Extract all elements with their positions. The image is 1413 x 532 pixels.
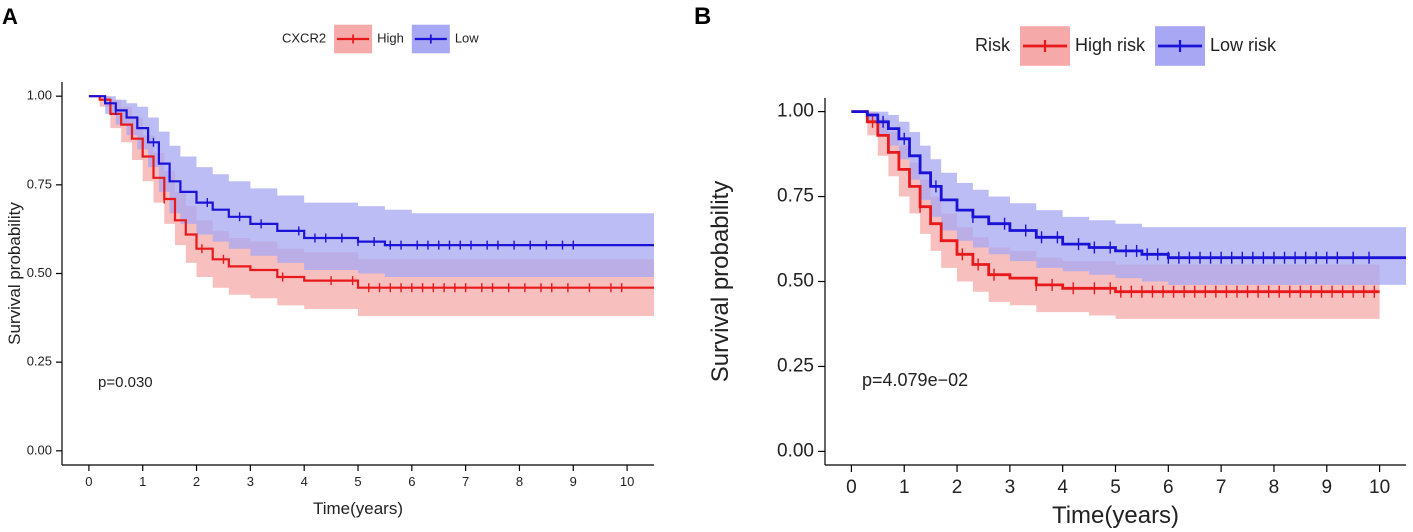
y-tick-label: 0.50 <box>777 271 814 292</box>
x-tick-label: 2 <box>952 477 963 498</box>
legend-label-low: Low risk <box>1210 35 1277 55</box>
x-tick-label: 7 <box>462 474 469 489</box>
survival-curve-low <box>851 110 1406 260</box>
x-tick-label: 3 <box>247 474 254 489</box>
x-axis-title: Time(years) <box>1052 502 1179 529</box>
y-tick-label: 1.00 <box>777 101 814 122</box>
survival-chart-b: B Risk High risk Low risk 0 1 2 3 4 5 6 7 8 9 10 0.00 0.… <box>694 3 1406 529</box>
chart-panel-a: A CXCR2 High Low 0 1 2 3 4 5 6 7 8 9 10 0.00 0.25 0.50 0.7… <box>0 0 690 532</box>
legend-label-high: High risk <box>1075 35 1146 55</box>
x-tick-label: 8 <box>1269 477 1280 498</box>
x-tick-label: 8 <box>516 474 523 489</box>
legend: Risk High risk Low risk <box>975 26 1277 66</box>
x-tick-label: 9 <box>570 474 577 489</box>
chart-panel-b: B Risk High risk Low risk 0 1 2 3 4 5 6 7 8 9 10 0.00 0.… <box>690 0 1413 532</box>
ci-band-low <box>88 96 654 277</box>
y-tick-label: 0.00 <box>27 442 52 457</box>
survival-chart-a: A CXCR2 High Low 0 1 2 3 4 5 6 7 8 9 10 0.00 0.25 0.50 0.7… <box>2 4 654 518</box>
x-tick-label: 6 <box>408 474 415 489</box>
panel-label: A <box>2 4 18 29</box>
x-tick-label: 5 <box>1110 477 1121 498</box>
y-tick-label: 0.50 <box>27 265 52 280</box>
legend-label-low: Low <box>455 30 479 45</box>
x-tick-label: 0 <box>846 477 857 498</box>
p-value-annotation: p=4.079e−02 <box>862 370 968 390</box>
x-axis-title: Time(years) <box>313 499 403 518</box>
survival-curve-high <box>88 95 654 289</box>
x-tick-label: 4 <box>1057 477 1068 498</box>
y-tick-label: 0.25 <box>27 354 52 369</box>
y-axis-title: Survival probability <box>5 202 24 345</box>
x-tick-label: 1 <box>139 474 146 489</box>
x-tick-label: 5 <box>354 474 361 489</box>
ci-band-low <box>851 111 1406 285</box>
x-tick-label: 1 <box>899 477 910 498</box>
p-value-annotation: p=0.030 <box>98 374 153 391</box>
legend-label-high: High <box>377 30 404 45</box>
x-tick-label: 6 <box>1163 477 1174 498</box>
x-tick-label: 0 <box>85 474 92 489</box>
x-tick-label: 9 <box>1321 477 1332 498</box>
x-tick-label: 3 <box>1005 477 1016 498</box>
legend-title: CXCR2 <box>282 30 326 45</box>
x-tick-label: 4 <box>301 474 308 489</box>
y-tick-label: 0.75 <box>27 176 52 191</box>
legend: CXCR2 High Low <box>282 24 479 54</box>
x-tick-label: 10 <box>1369 477 1390 498</box>
y-tick-label: 0.75 <box>777 186 814 207</box>
x-tick-label: 2 <box>193 474 200 489</box>
x-tick-label: 7 <box>1216 477 1227 498</box>
x-tick-label: 10 <box>620 474 634 489</box>
y-axis-title: Survival probability <box>707 181 734 382</box>
y-tick-label: 0.25 <box>777 355 814 376</box>
y-tick-label: 0.00 <box>777 440 814 461</box>
y-tick-label: 1.00 <box>27 88 52 103</box>
survival-curve-high <box>851 110 1380 294</box>
legend-title: Risk <box>975 35 1011 55</box>
panel-label: B <box>694 3 711 30</box>
